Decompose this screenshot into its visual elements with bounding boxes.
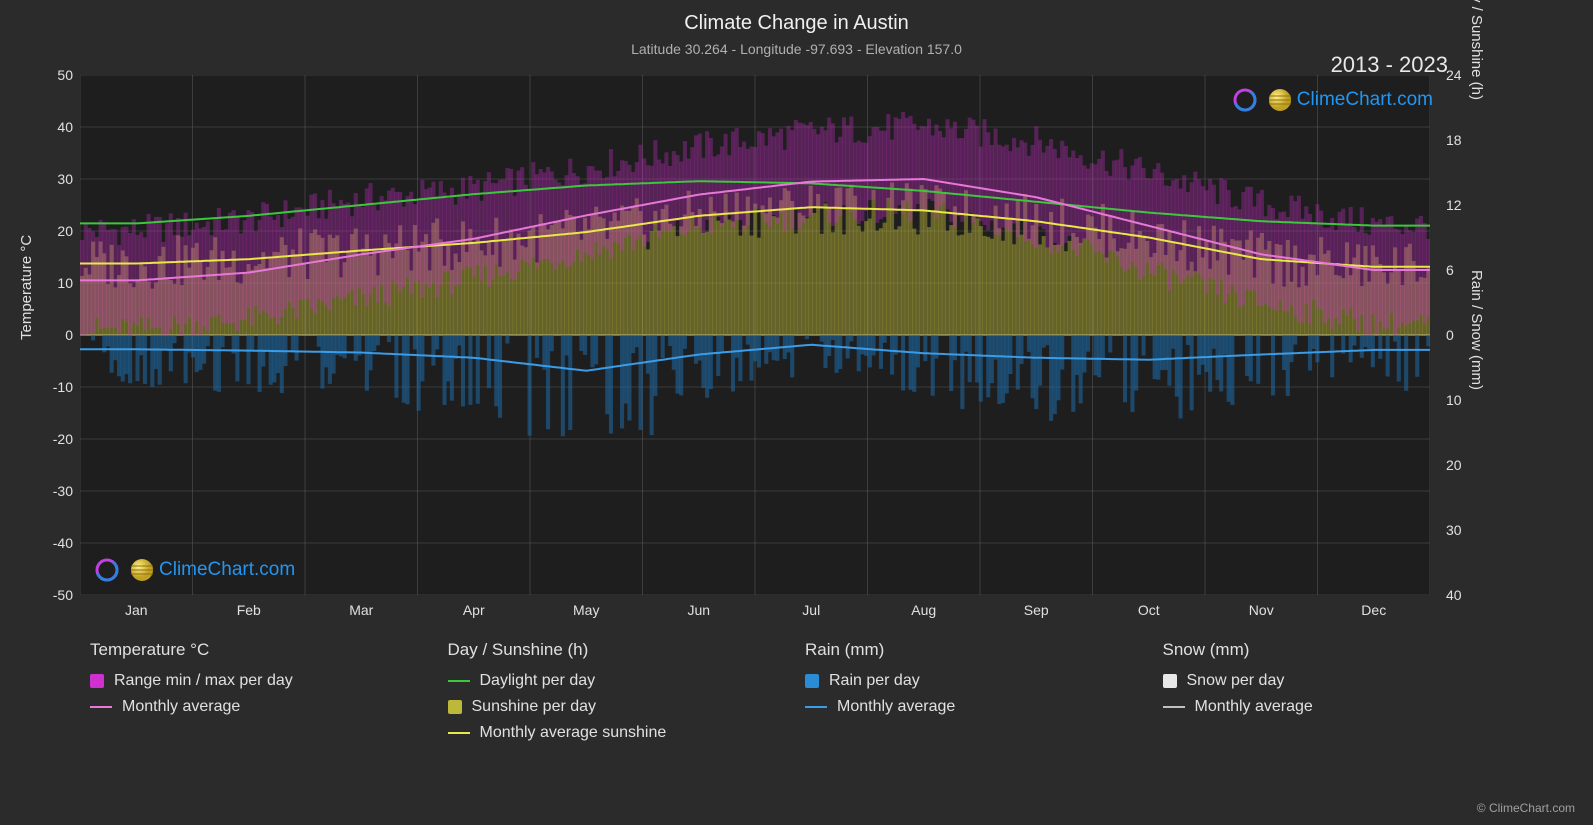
y-left-tick: 30 bbox=[45, 171, 73, 187]
legend-swatch-line bbox=[1163, 706, 1185, 708]
x-month-tick: Dec bbox=[1354, 602, 1394, 618]
legend-item: Daylight per day bbox=[448, 672, 806, 690]
y-left-tick: 40 bbox=[45, 119, 73, 135]
y-left-tick: -40 bbox=[45, 535, 73, 551]
logo-c-icon bbox=[95, 555, 125, 585]
y-right-bottom-tick: 30 bbox=[1446, 522, 1468, 538]
plot-area bbox=[80, 75, 1430, 595]
y-left-tick: -30 bbox=[45, 483, 73, 499]
x-month-tick: Jun bbox=[679, 602, 719, 618]
legend-swatch-line bbox=[90, 706, 112, 708]
y-axis-right-top-label: Day / Sunshine (h) bbox=[1468, 0, 1485, 100]
legend-item-label: Monthly average bbox=[1195, 698, 1313, 716]
x-month-tick: May bbox=[566, 602, 606, 618]
legend-swatch-line bbox=[448, 680, 470, 682]
y-right-bottom-tick: 20 bbox=[1446, 457, 1468, 473]
legend-item-label: Range min / max per day bbox=[114, 672, 293, 690]
legend-group-title: Day / Sunshine (h) bbox=[448, 640, 806, 660]
y-left-tick: -10 bbox=[45, 379, 73, 395]
logo-c-icon bbox=[1233, 85, 1263, 115]
x-month-tick: Sep bbox=[1016, 602, 1056, 618]
legend-item-label: Monthly average sunshine bbox=[480, 724, 667, 742]
legend-group-title: Temperature °C bbox=[90, 640, 448, 660]
legend-item: Range min / max per day bbox=[90, 672, 448, 690]
y-right-top-tick: 0 bbox=[1446, 327, 1468, 343]
legend-swatch-box bbox=[805, 674, 819, 688]
y-right-top-tick: 12 bbox=[1446, 197, 1468, 213]
x-month-tick: Oct bbox=[1129, 602, 1169, 618]
y-axis-right-bottom-label: Rain / Snow (mm) bbox=[1468, 270, 1485, 390]
x-month-tick: Mar bbox=[341, 602, 381, 618]
legend-swatch-box bbox=[90, 674, 104, 688]
y-right-top-tick: 18 bbox=[1446, 132, 1468, 148]
x-month-tick: Nov bbox=[1241, 602, 1281, 618]
legend-item: Sunshine per day bbox=[448, 698, 806, 716]
plot-svg bbox=[80, 75, 1430, 595]
y-left-tick: 20 bbox=[45, 223, 73, 239]
legend-swatch-line bbox=[805, 706, 827, 708]
y-left-tick: 50 bbox=[45, 67, 73, 83]
y-left-tick: -50 bbox=[45, 587, 73, 603]
watermark-logo-bottom: ClimeChart.com bbox=[95, 555, 295, 585]
watermark-logo-top: ClimeChart.com bbox=[1233, 85, 1433, 115]
x-month-tick: Apr bbox=[454, 602, 494, 618]
copyright: © ClimeChart.com bbox=[1477, 801, 1575, 815]
y-left-tick: 0 bbox=[45, 327, 73, 343]
y-right-top-tick: 24 bbox=[1446, 67, 1468, 83]
logo-sphere-icon bbox=[1267, 87, 1293, 113]
legend-swatch-box bbox=[448, 700, 462, 714]
x-month-tick: Jan bbox=[116, 602, 156, 618]
legend-group-title: Snow (mm) bbox=[1163, 640, 1521, 660]
legend-item-label: Rain per day bbox=[829, 672, 920, 690]
legend-item-label: Daylight per day bbox=[480, 672, 596, 690]
legend-group: Snow (mm) Snow per day Monthly average bbox=[1163, 640, 1521, 750]
legend-group: Temperature °C Range min / max per day Mon… bbox=[90, 640, 448, 750]
legend-item: Monthly average bbox=[90, 698, 448, 716]
y-right-top-tick: 6 bbox=[1446, 262, 1468, 278]
legend-group: Rain (mm) Rain per day Monthly average bbox=[805, 640, 1163, 750]
chart-title: Climate Change in Austin bbox=[0, 0, 1593, 35]
legend-group: Day / Sunshine (h) Daylight per day Sunshi… bbox=[448, 640, 806, 750]
legend-item-label: Monthly average bbox=[837, 698, 955, 716]
legend: Temperature °C Range min / max per day Mon… bbox=[90, 640, 1520, 750]
x-month-tick: Aug bbox=[904, 602, 944, 618]
legend-item-label: Snow per day bbox=[1187, 672, 1285, 690]
legend-item: Monthly average bbox=[1163, 698, 1521, 716]
legend-swatch-line bbox=[448, 732, 470, 734]
y-right-bottom-tick: 10 bbox=[1446, 392, 1468, 408]
x-month-tick: Jul bbox=[791, 602, 831, 618]
x-month-tick: Feb bbox=[229, 602, 269, 618]
legend-swatch-box bbox=[1163, 674, 1177, 688]
legend-item: Monthly average bbox=[805, 698, 1163, 716]
legend-item: Rain per day bbox=[805, 672, 1163, 690]
logo-sphere-icon bbox=[129, 557, 155, 583]
legend-item: Snow per day bbox=[1163, 672, 1521, 690]
y-right-bottom-tick: 40 bbox=[1446, 587, 1468, 603]
legend-group-title: Rain (mm) bbox=[805, 640, 1163, 660]
logo-text: ClimeChart.com bbox=[159, 559, 295, 581]
legend-item-label: Sunshine per day bbox=[472, 698, 597, 716]
legend-item: Monthly average sunshine bbox=[448, 724, 806, 742]
y-left-tick: 10 bbox=[45, 275, 73, 291]
y-axis-left-label: Temperature °C bbox=[18, 235, 35, 340]
legend-item-label: Monthly average bbox=[122, 698, 240, 716]
logo-text: ClimeChart.com bbox=[1297, 89, 1433, 111]
y-left-tick: -20 bbox=[45, 431, 73, 447]
